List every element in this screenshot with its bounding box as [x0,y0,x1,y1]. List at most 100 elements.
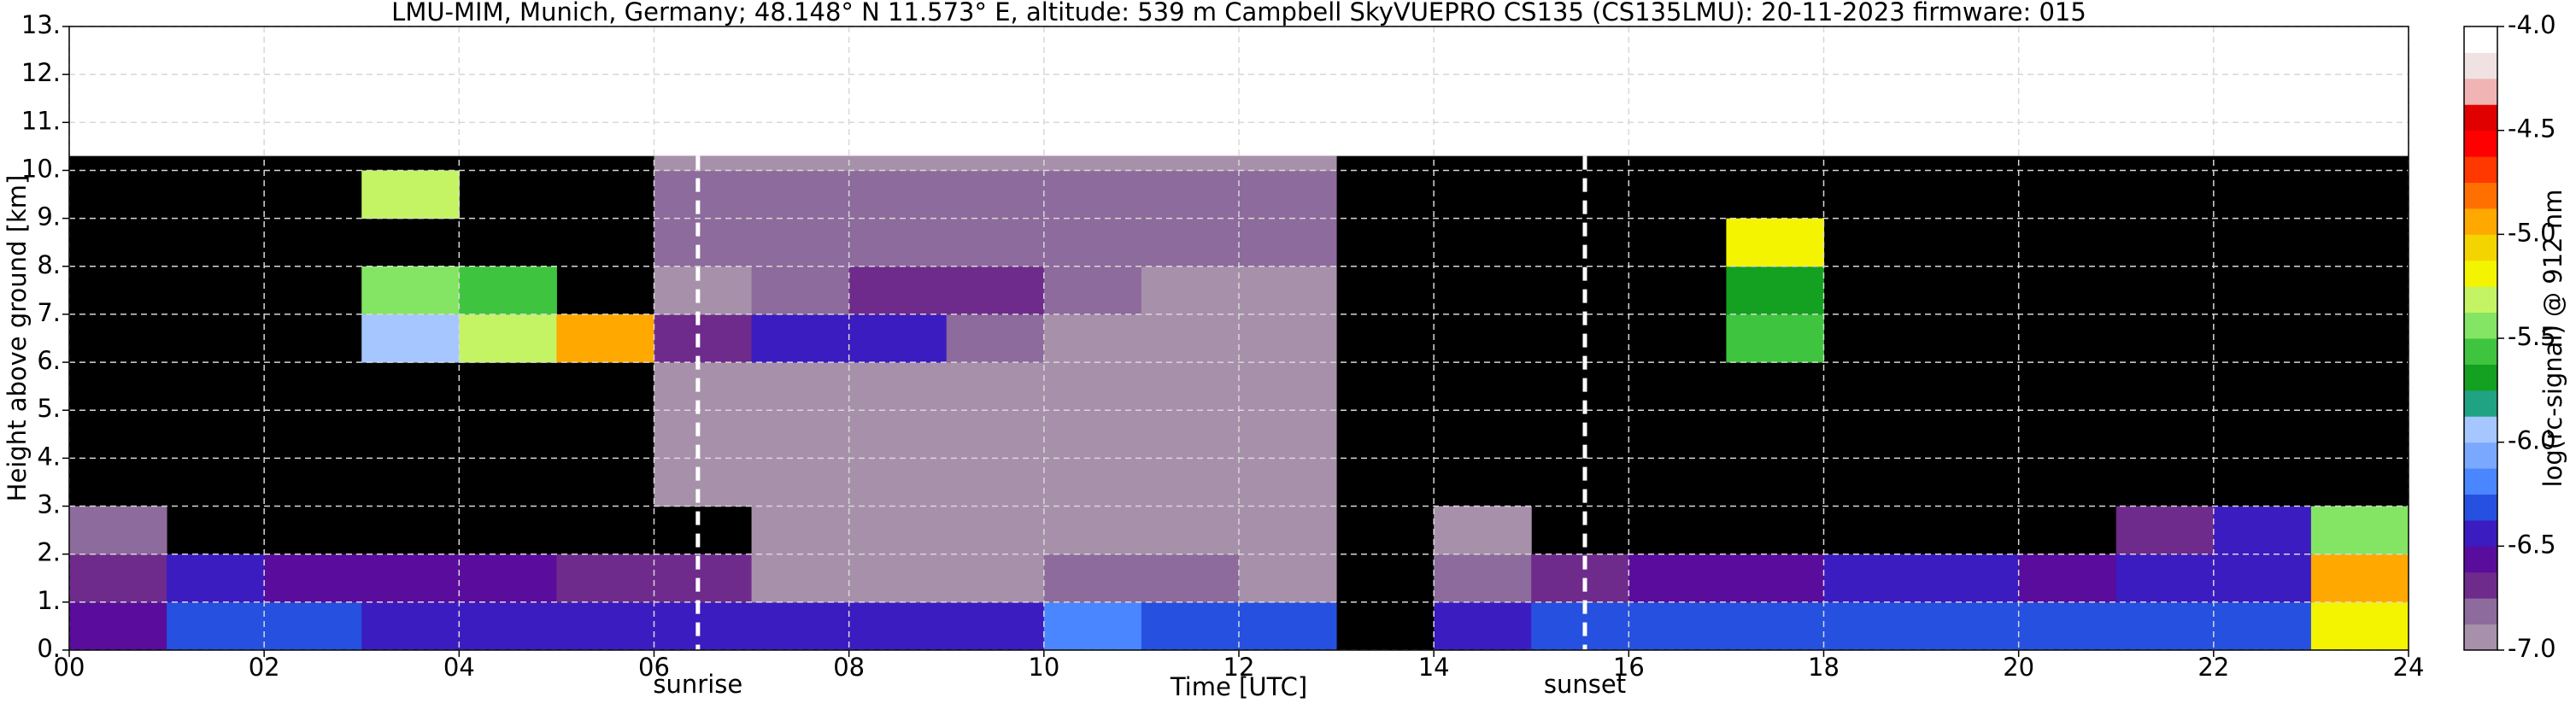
heatmap-cell [2213,554,2312,603]
colorbar-band [2464,260,2497,287]
colorbar-band [2464,416,2497,443]
y-tick-label: 0. [37,634,61,663]
colorbar-band [2464,390,2497,417]
heatmap-cell [2115,601,2215,651]
heatmap-cell [848,218,948,267]
y-tick-label: 12. [21,58,61,87]
colorbar-band [2464,624,2497,651]
colorbar-band [2464,338,2497,365]
heatmap-cell [1531,601,1629,651]
y-axis-label: Height above ground [km] [3,175,32,502]
heatmap-cell [1043,170,1142,220]
x-tick-label: 24 [2393,653,2425,682]
colorbar-tick-label: -6.5 [2508,530,2556,559]
heatmap-cell [1141,170,1240,220]
colorbar-band [2464,286,2497,313]
heatmap-cell [556,313,654,363]
heatmap-cell [1434,506,1532,555]
heatmap-cell [1141,554,1240,603]
x-tick-label: 10 [1028,653,1059,682]
heatmap-cell [1141,506,1240,555]
heatmap-cell [459,601,557,651]
colorbar-tick-label: -4.0 [2508,10,2556,39]
heatmap-cell [848,266,948,315]
colorbar-band [2464,182,2497,209]
colorbar-band [2464,519,2497,547]
colorbar-tick-label: -5.0 [2508,218,2556,247]
colorbar-band [2464,468,2497,495]
colorbar-label: log(rc-signal) @ 912 nm [2538,190,2567,488]
y-tick-label: 7. [37,298,61,327]
heatmap-cell [1239,313,1337,363]
x-tick-label: 04 [443,653,475,682]
heatmap-cell [556,554,654,603]
heatmap-cell [361,170,460,220]
colorbar-band [2464,546,2497,573]
heatmap-cell [361,266,460,315]
heatmap-cell [946,458,1045,507]
y-tick-label: 9. [37,202,61,231]
heatmap-cell [1628,601,1727,651]
heatmap-cell [2310,601,2409,651]
heatmap-cell [848,506,948,555]
colorbar-band [2464,234,2497,261]
heatmap-cell [1043,554,1142,603]
chart-title: LMU-MIM, Munich, Germany; 48.148° N 11.5… [391,0,2086,26]
colorbar-band [2464,78,2497,105]
heatmap-cell [1239,170,1337,220]
heatmap-cell [1531,554,1629,603]
heatmap-cell [946,506,1045,555]
heatmap-cell [1726,554,1824,603]
heatmap-cell [556,601,654,651]
x-tick-label: 06 [638,653,670,682]
heatmap-cell [1239,458,1337,507]
heatmap-cell [1434,601,1532,651]
heatmap-cell [1043,410,1142,459]
heatmap-cell [1043,155,1142,171]
y-tick-label: 4. [37,442,61,471]
heatmap-cell [751,410,850,459]
heatmap-cell [1239,601,1337,651]
heatmap-cell [946,362,1045,411]
annotation-label: sunset [1544,670,1626,699]
heatmap-cell [1239,410,1337,459]
heatmap-cell [1043,218,1142,267]
colorbar-band [2464,26,2497,53]
heatmap-cell [1726,313,1824,363]
heatmap-cell [751,458,850,507]
x-tick-label: 08 [833,653,865,682]
heatmap-cell [1141,601,1240,651]
x-tick-label: 14 [1418,653,1450,682]
heatmap-cell [848,601,948,651]
heatmap-cell [2310,554,2409,603]
heatmap-cell [1043,506,1142,555]
heatmap-cell [1141,313,1240,363]
x-tick-label: 16 [1613,653,1645,682]
heatmap-cell [361,313,460,363]
colorbar-band [2464,130,2497,157]
x-tick-label: 12 [1223,653,1255,682]
heatmap-cell [2115,506,2215,555]
heatmap-cell [946,266,1045,315]
colorbar-band [2464,104,2497,132]
heatmap-cell [361,601,460,651]
heatmap-cell [751,155,850,171]
heatmap-cell [654,313,753,363]
colorbar-band [2464,571,2497,599]
heatmap-cell [654,266,753,315]
colorbar-band [2464,598,2497,625]
heatmap-cell [1239,266,1337,315]
colorbar-band [2464,312,2497,339]
colorbar-band [2464,208,2497,235]
heatmap-cell [1141,218,1240,267]
heatmap-cell [1239,218,1337,267]
heatmap-cell [1141,155,1240,171]
heatmap-cell [946,410,1045,459]
heatmap-cell [1921,554,2020,603]
heatmap-cell [459,266,557,315]
heatmap-cell [1823,554,1922,603]
heatmap-cell [1043,601,1142,651]
heatmap-cell [848,155,948,171]
x-tick-label: 22 [2198,653,2229,682]
